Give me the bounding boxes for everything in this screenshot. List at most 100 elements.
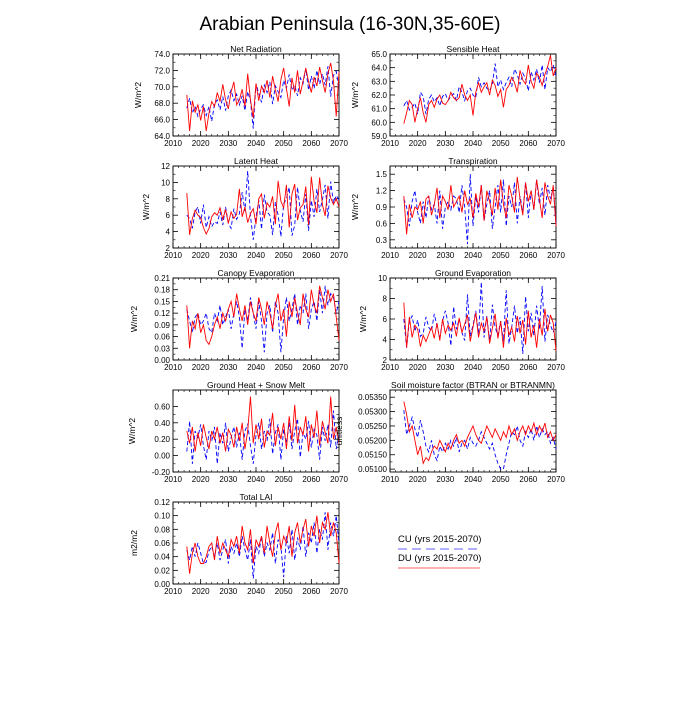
y-tick-label: 74.0 [154,50,170,59]
x-tick-label: 2010 [164,139,182,148]
y-tick-label: 4 [383,336,388,345]
panel-8: Soil moisture factor (BTRAN or BTRANMN) 2… [334,380,565,484]
x-tick-label: 2040 [247,363,265,372]
series-line-du [186,396,340,452]
series-line-cu [186,170,340,240]
x-tick-label: 2040 [464,475,482,484]
x-tick-label: 2040 [464,363,482,372]
x-tick-label: 2020 [192,139,210,148]
series-line-cu [403,282,557,354]
panel-title: Canopy Evaporation [217,268,294,278]
x-tick-label: 2040 [247,139,265,148]
panel-7: Ground Heat + Snow Melt 2010 2020 2030 2040 2… [127,380,348,484]
y-tick-label: 0.3 [376,236,388,245]
x-tick-label: 2020 [409,475,427,484]
x-tick-label: 2010 [164,475,182,484]
x-tick-label: 2050 [492,475,510,484]
panel-title: Latent Heat [234,156,279,166]
x-tick-label: 2030 [219,363,237,372]
y-tick-label: 0.12 [154,309,170,318]
x-tick-label: 2020 [192,587,210,596]
x-tick-label: 2060 [302,587,320,596]
x-tick-label: 2010 [164,251,182,260]
y-tick-label: 65.0 [371,50,387,59]
x-tick-label: 2050 [275,475,293,484]
panel-title: Net Radiation [230,44,282,54]
y-axis-label: W/m^2 [127,418,137,444]
x-tick-label: 2060 [302,363,320,372]
x-tick-label: 2070 [547,139,565,148]
legend-label-cu: CU (yrs 2015-2070) [398,534,481,545]
panel-3: Latent Heat 2010 2020 2030 2040 2050 2060 2070 2… [141,156,348,260]
x-tick-label: 2050 [275,251,293,260]
y-tick-label: 0.40 [154,419,170,428]
x-tick-label: 2030 [436,251,454,260]
x-tick-label: 2020 [409,251,427,260]
series-line-du [403,401,557,465]
y-axis-label: W/m^2 [129,306,139,332]
y-tick-label: 8 [166,195,171,204]
x-tick-label: 2010 [381,363,399,372]
y-tick-label: 0.06 [154,539,170,548]
y-tick-label: 59.0 [371,132,387,141]
y-tick-label: 0.18 [154,286,170,295]
panel-6: Ground Evaporation 2010 2020 2030 2040 2050 20… [358,268,565,372]
y-tick-label: 8 [383,295,388,304]
legend: CU (yrs 2015-2070) DU (yrs 2015-2070) [398,534,481,569]
x-tick-label: 2060 [302,251,320,260]
x-tick-label: 2070 [330,139,348,148]
y-tick-label: 0.05300 [358,408,387,417]
x-tick-label: 2030 [219,251,237,260]
y-tick-label: 0.15 [154,297,170,306]
x-tick-label: 2020 [192,363,210,372]
panel-4: Transpiration 2010 2020 2030 2040 2050 2060 207… [350,156,565,260]
y-tick-label: 0.05200 [358,436,387,445]
series-line-du [186,176,340,236]
y-axis-label: W/m^2 [133,82,143,108]
y-tick-label: 0.9 [376,203,388,212]
x-tick-label: 2070 [547,363,565,372]
x-tick-label: 2060 [302,475,320,484]
x-tick-label: 2020 [192,475,210,484]
panel-title: Sensible Heat [447,44,501,54]
x-tick-label: 2010 [381,139,399,148]
y-tick-label: 0.08 [154,525,170,534]
y-tick-label: 0.05250 [358,422,387,431]
x-tick-label: 2050 [492,251,510,260]
y-axis-label: m2/m2 [129,530,139,556]
y-axis-label: W/m^2 [350,82,360,108]
x-tick-label: 2050 [275,139,293,148]
y-tick-label: 63.0 [371,77,387,86]
x-tick-label: 2060 [302,139,320,148]
y-tick-label: 0.05150 [358,451,387,460]
x-tick-label: 2060 [519,251,537,260]
panel-2: Sensible Heat 2010 2020 2030 2040 2050 2060 207… [350,44,565,148]
y-tick-label: 10 [161,178,170,187]
x-tick-label: 2070 [547,251,565,260]
x-tick-label: 2040 [247,587,265,596]
x-tick-label: 2060 [519,475,537,484]
panel-title: Soil moisture factor (BTRAN or BTRANMN) [391,380,555,390]
x-tick-label: 2060 [519,139,537,148]
x-tick-label: 2010 [381,251,399,260]
y-axis-label: W/m^2 [358,306,368,332]
y-tick-label: 0.02 [154,566,170,575]
x-tick-label: 2030 [219,475,237,484]
x-tick-label: 2010 [164,363,182,372]
y-tick-label: 4 [166,228,171,237]
y-tick-label: 0.04 [154,553,170,562]
x-tick-label: 2050 [492,363,510,372]
series-line-cu [403,63,557,115]
x-tick-label: 2050 [275,587,293,596]
series-line-cu [186,410,340,464]
y-tick-label: 0.00 [154,356,170,365]
x-tick-label: 2070 [330,587,348,596]
series-line-cu [186,66,340,129]
y-tick-label: 1.2 [376,187,388,196]
x-tick-label: 2010 [381,475,399,484]
y-tick-label: 60.0 [371,118,387,127]
y-tick-label: 0.03 [154,344,170,353]
y-tick-label: 2 [383,356,388,365]
